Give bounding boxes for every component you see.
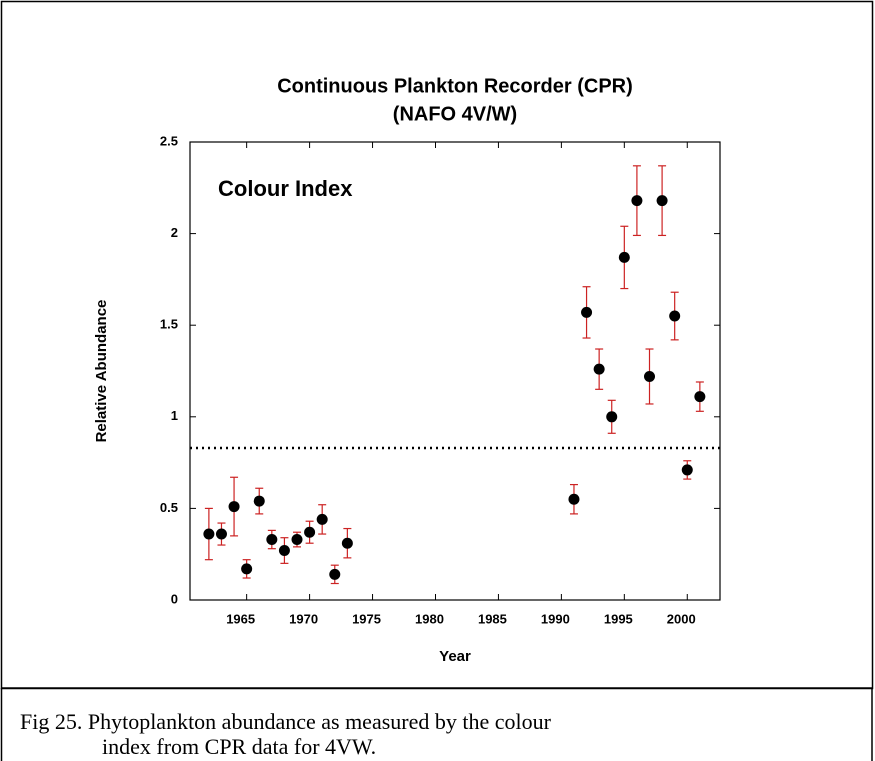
point <box>278 545 290 557</box>
y-tick-label: 1.5 <box>160 317 178 332</box>
point <box>253 495 265 507</box>
point <box>329 568 341 580</box>
x-tick-label: 1970 <box>289 611 318 626</box>
x-tick-label: 1980 <box>415 611 444 626</box>
caption-line: Fig 25. Phytoplankton abundance as measu… <box>20 709 552 734</box>
point <box>593 363 605 375</box>
y-axis-label: Relative Abundance <box>93 300 110 443</box>
point <box>266 534 278 546</box>
point <box>304 526 316 538</box>
x-tick-label: 1965 <box>226 611 255 626</box>
chart-subtitle: (NAFO 4V/W) <box>393 103 517 125</box>
x-tick-label: 1990 <box>541 611 570 626</box>
x-axis-label: Year <box>439 648 471 665</box>
x-tick-label: 1975 <box>352 611 381 626</box>
x-tick-label: 1985 <box>478 611 507 626</box>
point <box>618 251 630 263</box>
y-tick-label: 0 <box>171 591 178 606</box>
y-tick-label: 0.5 <box>160 500 178 515</box>
point <box>291 534 303 546</box>
x-tick-label: 2000 <box>667 611 696 626</box>
plot-frame <box>189 141 721 601</box>
point <box>694 391 706 403</box>
point <box>656 195 668 207</box>
x-tick-label: 1995 <box>604 611 633 626</box>
point <box>241 563 253 575</box>
chart-title: Continuous Plankton Recorder (CPR) <box>277 75 633 97</box>
point <box>644 370 656 382</box>
point <box>606 411 618 423</box>
point <box>341 537 353 549</box>
point <box>215 528 227 540</box>
caption-line: index from CPR data for 4VW. <box>102 734 376 759</box>
point <box>228 501 240 513</box>
point <box>581 306 593 318</box>
point <box>681 464 693 476</box>
y-tick-label: 2 <box>171 225 178 240</box>
point <box>631 195 643 207</box>
point <box>568 493 580 505</box>
point <box>316 513 328 525</box>
point <box>203 528 215 540</box>
y-tick-label: 2.5 <box>160 133 178 148</box>
y-tick-label: 1 <box>171 408 178 423</box>
point <box>669 310 681 322</box>
annotation: Colour Index <box>218 176 353 201</box>
